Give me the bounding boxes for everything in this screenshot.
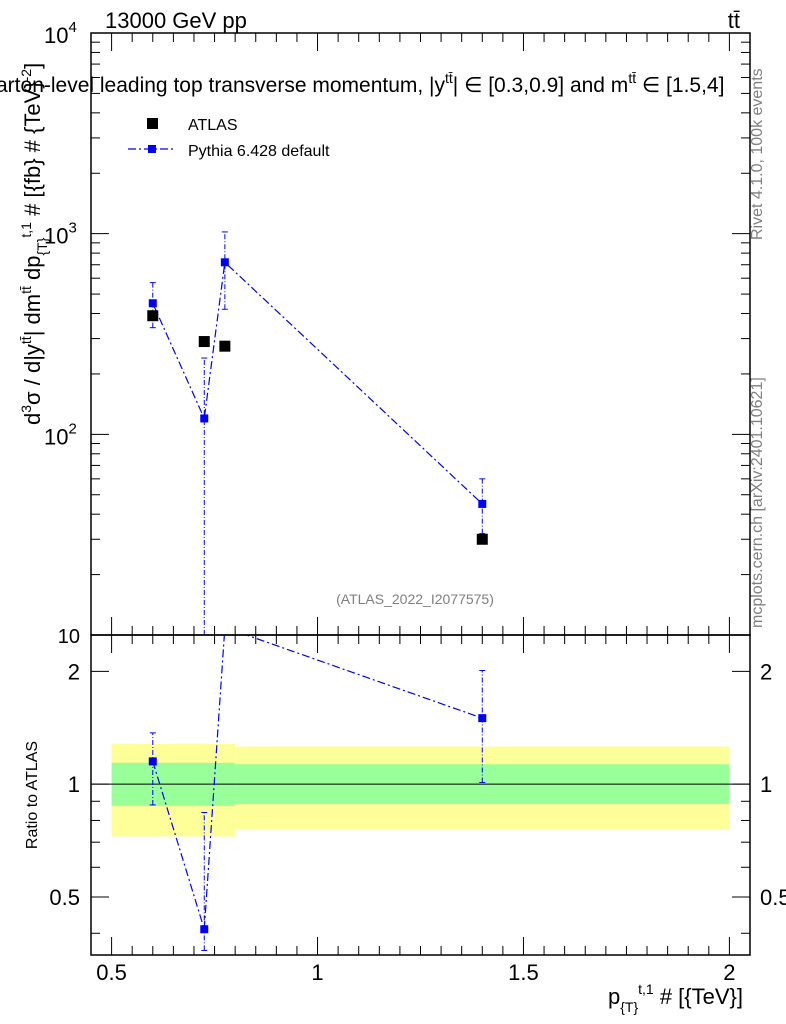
ratio-y-tick-label-right: 1 xyxy=(760,772,772,797)
ratio-y-tick-label-right: 0.5 xyxy=(760,885,786,910)
x-axis-label: p{T}t,1 # [{TeV}] xyxy=(608,981,743,1015)
main-y-tick-label: 104 xyxy=(44,19,77,48)
legend-atlas-label: ATLAS xyxy=(188,117,238,134)
pythia-ratio-line xyxy=(152,635,483,930)
pythia-main-point xyxy=(220,258,229,267)
ratio-y-axis-label: Ratio to ATLAS xyxy=(24,741,41,849)
plot-title: Parton-level leading top transverse mome… xyxy=(0,70,724,97)
atlas-data-point xyxy=(219,340,231,352)
pythia-ratio-point xyxy=(478,714,487,723)
ratio-frame xyxy=(90,634,751,956)
ratio-y-tick-label-left: 0.5 xyxy=(49,885,80,910)
ratio-x-tick-label: 1 xyxy=(311,960,323,985)
ratio-plot-panel: 0.5 0.5 1 1 2 2 0.5 1 1.5 2 xyxy=(49,634,786,985)
atlas-data-point xyxy=(476,533,488,545)
ratio-series-clip-group xyxy=(148,635,487,951)
pythia-ratio-point xyxy=(148,757,157,766)
energy-label: 13000 GeV pp xyxy=(105,8,247,33)
pythia-main-point xyxy=(200,414,209,423)
atlas-data-point xyxy=(198,336,210,348)
ratio-y-tick-label-right: 2 xyxy=(760,659,772,684)
legend-pythia-marker xyxy=(148,145,156,153)
pythia-main-line xyxy=(152,261,483,505)
rivet-version-label: Rivet 4.1.0, 100k events xyxy=(749,68,766,240)
process-label: tt̄ xyxy=(728,8,740,33)
pythia-ratio-point xyxy=(200,925,209,934)
main-y-tick-label: 102 xyxy=(44,420,77,449)
main-plot-panel: (ATLAS_2022_I2077575) 10 102 103 104 xyxy=(44,19,751,648)
legend-atlas-marker xyxy=(147,118,158,129)
ratio-x-tick-label: 2 xyxy=(723,960,735,985)
ratio-y-tick-label-left: 1 xyxy=(68,772,80,797)
atlas-data-point xyxy=(147,310,159,322)
main-y-tick-label: 10 xyxy=(58,626,80,648)
mcplots-label: mcplots.cern.ch [arXiv:2401.10621] xyxy=(749,377,766,628)
pythia-main-point xyxy=(148,299,157,308)
analysis-watermark: (ATLAS_2022_I2077575) xyxy=(336,591,494,607)
ratio-x-tick-label: 1.5 xyxy=(508,960,539,985)
ratio-x-tick-label: 0.5 xyxy=(96,960,127,985)
main-y-tick-label: 103 xyxy=(44,220,77,249)
ratio-y-tick-label-left: 2 xyxy=(68,659,80,684)
legend-pythia-label: Pythia 6.428 default xyxy=(188,143,330,160)
legend: ATLAS Pythia 6.428 default xyxy=(128,117,330,160)
main-y-axis-label: d3σ / d|ytt̄| dmtt̄ dp{T}t,1 # [{fb} # {… xyxy=(18,63,50,425)
pythia-main-point xyxy=(478,499,487,508)
